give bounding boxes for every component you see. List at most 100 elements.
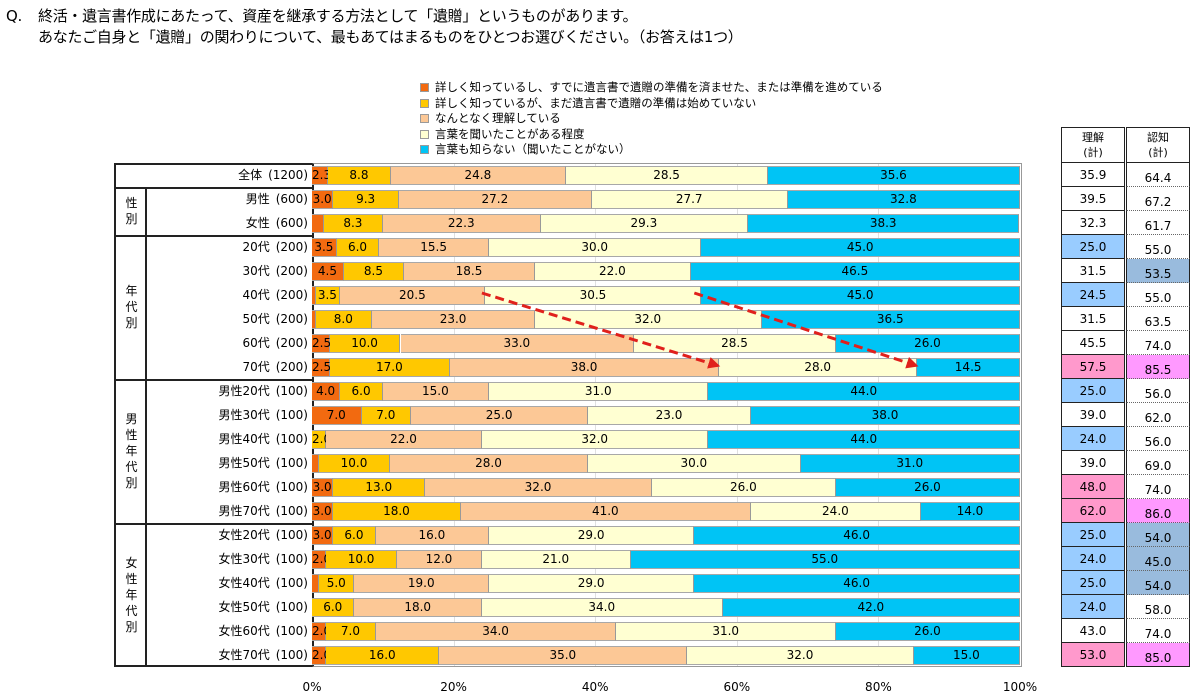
- awareness-total-cell: 61.7: [1126, 211, 1190, 235]
- understanding-total-cell: 31.5: [1061, 259, 1125, 283]
- data-label: 28.5: [653, 168, 680, 182]
- understanding-total-cell: 62.0: [1061, 499, 1125, 523]
- bar-segment: 46.0: [694, 526, 1020, 545]
- understanding-total-cell: 57.5: [1061, 355, 1125, 379]
- awareness-total-cell: 55.0: [1126, 235, 1190, 259]
- bar-segment: 32.0: [535, 310, 762, 329]
- data-label: 13.0: [365, 480, 393, 494]
- awareness-total-cell: 74.0: [1126, 331, 1190, 355]
- bar-segment: 3.0: [312, 478, 334, 497]
- bar-segment: 16.0: [375, 526, 489, 545]
- row-label-n: (100): [275, 600, 308, 614]
- bar-segment: 14.5: [917, 358, 1020, 377]
- bar-segment: 30.0: [588, 454, 801, 473]
- bar-segment: 26.0: [651, 478, 836, 497]
- x-tick-label: 100%: [1002, 680, 1038, 694]
- data-label: 32.0: [634, 312, 662, 326]
- row-label-n: (100): [275, 384, 308, 398]
- data-label: 32.0: [524, 480, 552, 494]
- data-label: 26.0: [914, 480, 941, 494]
- bar-segment: 29.0: [489, 526, 695, 545]
- bar-segment: 34.0: [375, 622, 617, 641]
- bar-segment: 27.7: [591, 190, 788, 209]
- bar-segment: 18.0: [333, 502, 461, 521]
- group-label-text: 女性年代別: [125, 556, 138, 634]
- data-label: 38.3: [869, 216, 897, 230]
- bar-segment: 20.5: [340, 286, 486, 305]
- data-label: 32.0: [581, 432, 609, 446]
- row-label-name: 女性30代: [218, 552, 270, 566]
- data-label: 31.0: [896, 456, 924, 470]
- row-label-n: (100): [275, 432, 308, 446]
- bar-segment: 14.0: [920, 502, 1020, 521]
- data-label: 8.0: [333, 312, 353, 326]
- data-label: 12.0: [425, 552, 453, 566]
- row-label-n: (1200): [268, 168, 308, 182]
- bar-segment: 26.0: [835, 478, 1020, 497]
- x-tick-label: 60%: [723, 680, 751, 694]
- row-label-n: (100): [275, 480, 308, 494]
- data-label: 8.5: [363, 264, 383, 278]
- data-label: 32.0: [786, 648, 814, 662]
- group-divider: [116, 187, 312, 189]
- data-label: 18.5: [455, 264, 483, 278]
- summary-header-line1: 理解: [1082, 131, 1104, 144]
- row-label: 女性50代 (100): [218, 595, 308, 619]
- bar-segment: 19.0: [354, 574, 489, 593]
- bar-segment: 31.0: [800, 454, 1020, 473]
- bar-segment: 3.0: [312, 190, 334, 209]
- bar-segment: 26.0: [835, 334, 1020, 353]
- row-label: 女性30代 (100): [218, 547, 308, 571]
- bar-segment: 22.3: [382, 214, 541, 233]
- data-label: 24.0: [822, 504, 849, 518]
- understanding-total-cell: 48.0: [1061, 475, 1125, 499]
- data-label: 7.0: [326, 408, 346, 422]
- plot-area: 2.3 8.8 24.8 28.5 35.6 3.0 9.3 27.2 27.7 32.8 8.3 2…: [312, 163, 1022, 667]
- row-label-name: 男性: [245, 192, 270, 206]
- bar-segment: 28.5: [634, 334, 836, 353]
- data-label: 7.0: [340, 624, 360, 638]
- row-label: 男性50代 (100): [218, 451, 308, 475]
- row-label: 男性30代 (100): [218, 403, 308, 427]
- bar-segment: [312, 454, 320, 473]
- row-label-table: 全体 (1200) 男性 (600) 女性 (600) 20代 (200) 30代 (200) 40…: [114, 163, 312, 667]
- bar-segment: 18.5: [404, 262, 535, 281]
- understanding-total-cell: 25.0: [1061, 571, 1125, 595]
- data-label: 2.5: [312, 360, 332, 374]
- understanding-total-cell: 24.0: [1061, 427, 1125, 451]
- row-label-n: (100): [275, 528, 308, 542]
- bar-segment: 46.5: [690, 262, 1020, 281]
- summary-header-line1: 認知: [1147, 131, 1169, 144]
- group-divider: [116, 379, 312, 381]
- bar-segment: 2.3: [312, 166, 331, 185]
- data-label: 44.0: [850, 432, 878, 446]
- row-label-name: 男性50代: [218, 456, 270, 470]
- bar-segment: 3.5: [315, 286, 341, 305]
- data-label: 55.0: [811, 552, 839, 566]
- understanding-total-cell: 43.0: [1061, 619, 1125, 643]
- row-label-name: 20代: [242, 240, 270, 254]
- bar-segment: 3.5: [312, 238, 337, 257]
- bar-segment: 7.0: [361, 406, 412, 425]
- x-tick-label: 20%: [440, 680, 467, 694]
- bar-segment: 5.0: [319, 574, 355, 593]
- row-label-name: 女性: [245, 216, 270, 230]
- bar-segment: 22.0: [326, 430, 482, 449]
- data-label: 29.0: [577, 528, 605, 542]
- legend-label: 詳しく知っているし、すでに遺言書で遺贈の準備を済ませた、または準備を進めている: [435, 80, 883, 94]
- data-label: 31.0: [712, 624, 740, 638]
- bar-segment: 17.0: [329, 358, 451, 377]
- data-label: 14.0: [956, 504, 984, 518]
- bar-segment: 35.0: [439, 646, 688, 665]
- data-label: 15.0: [953, 648, 980, 662]
- data-label: 21.0: [542, 552, 570, 566]
- row-label-n: (200): [275, 240, 308, 254]
- legend-label: 言葉を聞いたことがある程度: [435, 126, 585, 141]
- bar-segment: 10.0: [319, 454, 390, 473]
- bar-segment: 10.0: [326, 550, 397, 569]
- understanding-total-cell: 39.5: [1061, 187, 1125, 211]
- bar-segment: 16.0: [326, 646, 440, 665]
- row-label-name: 女性70代: [218, 648, 270, 662]
- row-label: 女性40代 (100): [218, 571, 308, 595]
- row-label-n: (100): [275, 408, 308, 422]
